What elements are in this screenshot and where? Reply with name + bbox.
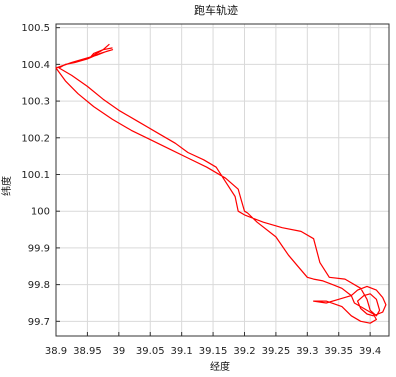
y-tick-label: 99.8 xyxy=(28,280,50,291)
x-tick-label: 38.9 xyxy=(45,346,67,357)
x-tick-label: 38.95 xyxy=(73,346,102,357)
plot-area-frame xyxy=(55,23,390,337)
grid-lines xyxy=(55,24,389,336)
x-tick-label: 39.2 xyxy=(233,346,255,357)
x-axis-ticks: 38.9 38.95 39 39.05 39.1 39.15 39.2 39.25 39.3 39… xyxy=(45,332,381,357)
x-tick-label: 39.05 xyxy=(136,346,165,357)
y-tick-label: 100 xyxy=(31,207,50,218)
y-tick-label: 100.4 xyxy=(21,60,50,71)
y-tick-label: 99.7 xyxy=(28,317,50,328)
series-layer xyxy=(55,43,387,324)
x-tick-label: 39.25 xyxy=(262,346,291,357)
x-tick-label: 39 xyxy=(112,346,125,357)
x-tick-label: 39.3 xyxy=(296,346,318,357)
y-tick-label: 100.3 xyxy=(21,97,50,108)
y-tick-label: 99.9 xyxy=(28,243,50,254)
y-axis-label: 纬度 xyxy=(0,176,13,196)
y-tick-label: 100.1 xyxy=(21,170,50,181)
x-tick-label: 39.15 xyxy=(199,346,228,357)
x-tick-label: 39.1 xyxy=(171,346,193,357)
x-tick-label: 39.35 xyxy=(324,346,353,357)
chart-title: 跑车轨迹 xyxy=(194,3,238,17)
trajectory-line xyxy=(55,43,387,324)
y-tick-label: 100.5 xyxy=(21,23,50,34)
x-axis-label: 经度 xyxy=(210,360,230,373)
x-tick-label: 39.4 xyxy=(359,346,381,357)
y-tick-label: 100.2 xyxy=(21,133,50,144)
y-axis-ticks: 100.5 100.4 100.3 100.2 100.1 100 99.9 99.8 99.7 xyxy=(21,23,60,328)
